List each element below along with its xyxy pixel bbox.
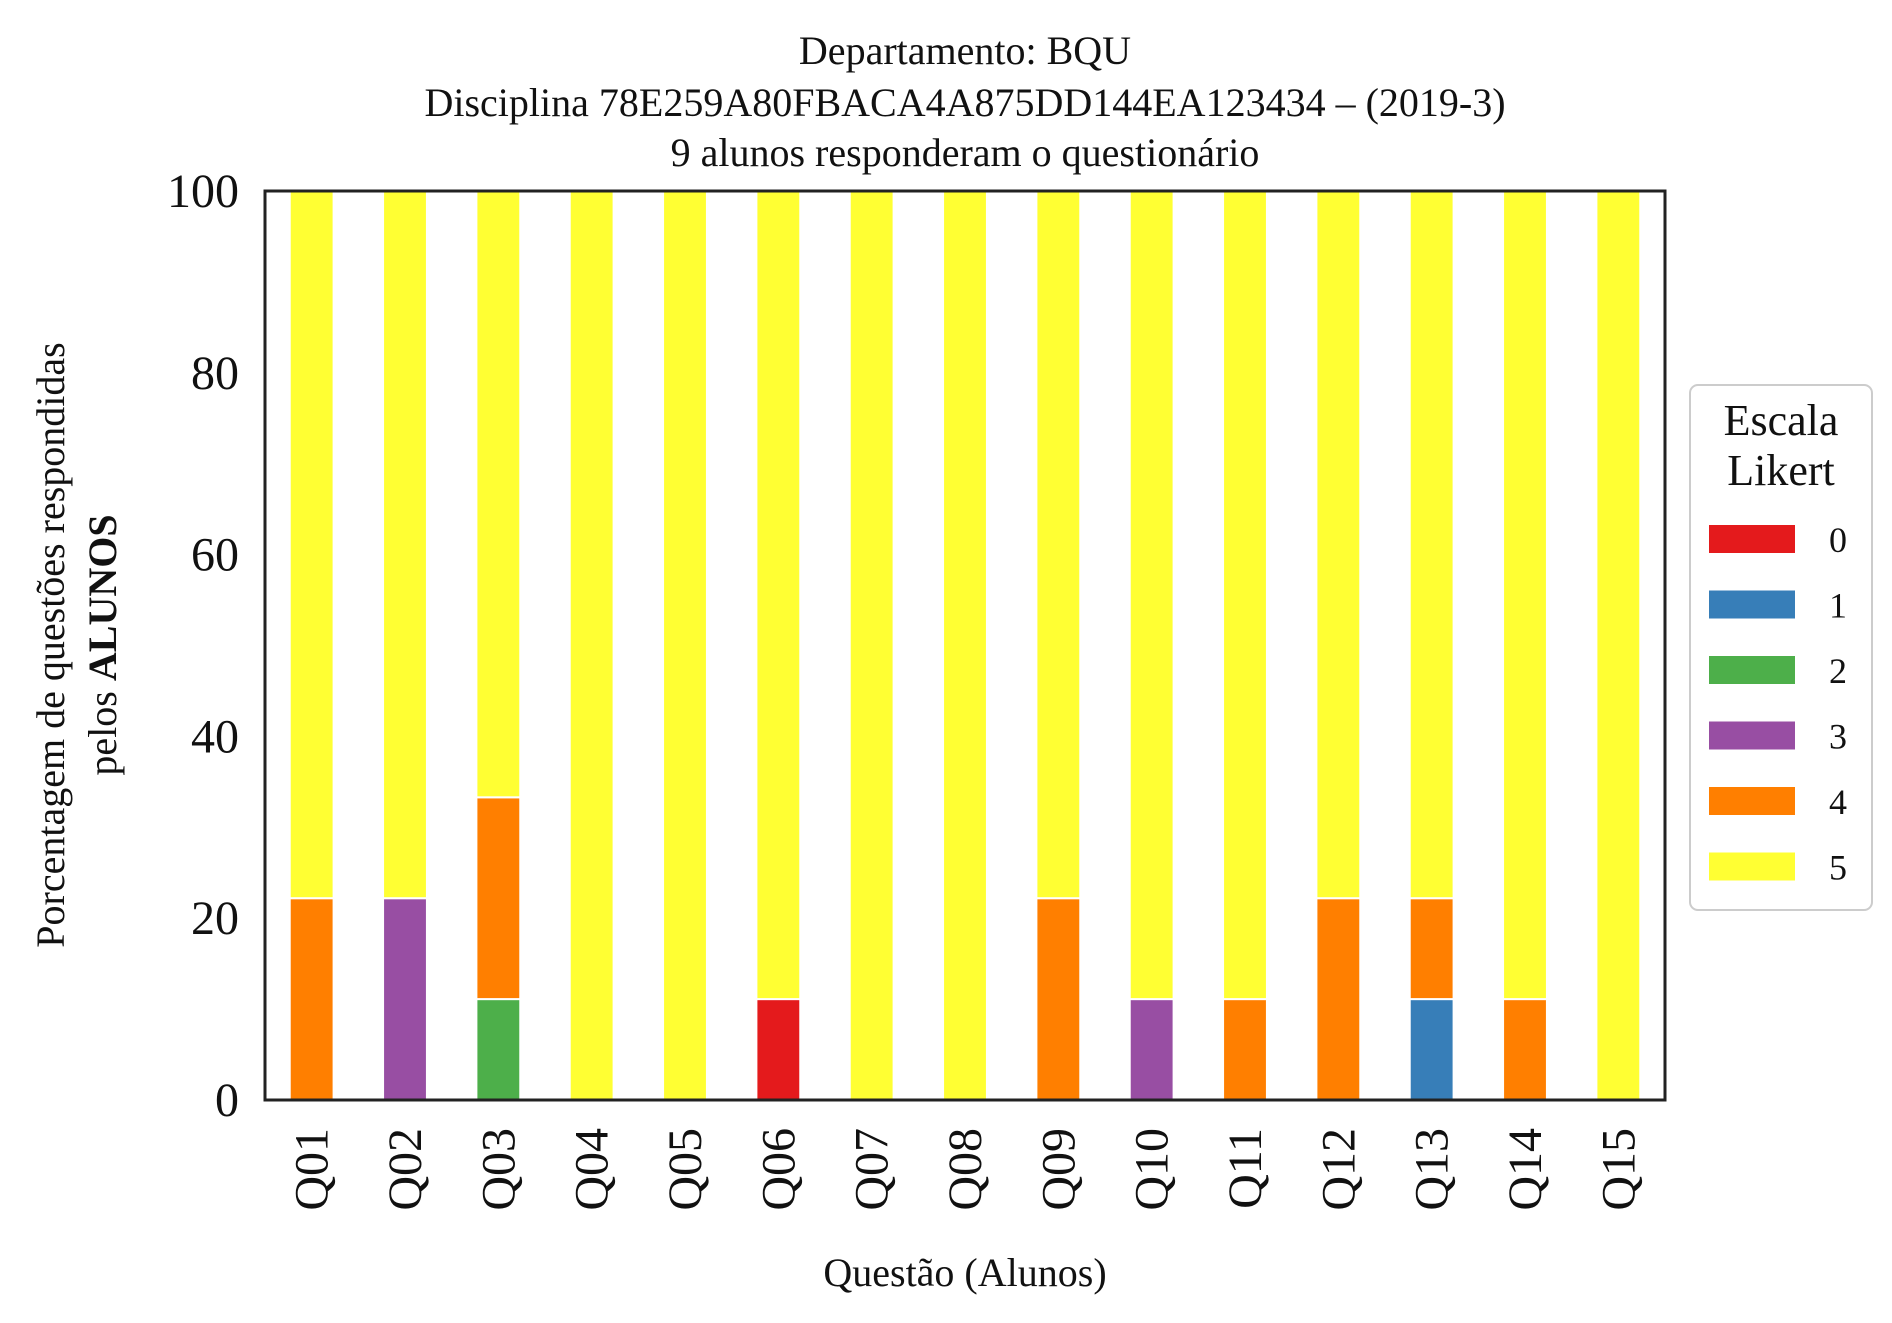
y-axis-label-line-1: Porcentagem de questões respondidas bbox=[28, 342, 73, 947]
legend: Escala Likert 0 1 2 3 4 5 bbox=[1689, 384, 1873, 911]
legend-label-3: 3 bbox=[1829, 717, 1847, 757]
chart-title-line-2: Disciplina 78E259A80FBACA4A875DD144EA123… bbox=[424, 80, 1505, 125]
x-tick-label-Q06: Q06 bbox=[752, 1128, 805, 1211]
legend-swatch-4 bbox=[1709, 787, 1795, 815]
bar-Q08-likert-5 bbox=[942, 190, 988, 1101]
x-axis-label: Questão (Alunos) bbox=[823, 1250, 1106, 1295]
y-tick-label-100: 100 bbox=[167, 165, 239, 218]
x-tick-label-Q12: Q12 bbox=[1312, 1128, 1365, 1211]
legend-swatch-5 bbox=[1709, 852, 1795, 881]
x-tick-label-Q09: Q09 bbox=[1032, 1128, 1085, 1211]
bar-Q10-likert-5 bbox=[1128, 190, 1175, 1001]
y-axis-label: Porcentagem de questões respondidas pelo… bbox=[28, 342, 125, 947]
bar-Q03-likert-2 bbox=[475, 998, 522, 1102]
bar-Q10-likert-3 bbox=[1128, 998, 1175, 1102]
y-axis-ticks: 0 20 40 60 80 100 bbox=[167, 165, 239, 1127]
legend-label-4: 4 bbox=[1829, 782, 1847, 822]
plot-frame bbox=[263, 189, 1667, 1102]
y-tick-label-60: 60 bbox=[191, 529, 239, 582]
x-tick-label-Q04: Q04 bbox=[566, 1128, 619, 1211]
legend-label-2: 2 bbox=[1829, 651, 1847, 691]
bar-Q12-likert-4 bbox=[1315, 897, 1362, 1102]
y-axis-label-bold: ALUNOS bbox=[80, 514, 125, 681]
x-tick-label-Q13: Q13 bbox=[1406, 1128, 1459, 1211]
x-tick-label-Q02: Q02 bbox=[379, 1128, 432, 1211]
y-tick-label-40: 40 bbox=[191, 710, 239, 763]
bar-Q04-likert-5 bbox=[568, 190, 615, 1101]
x-tick-label-Q05: Q05 bbox=[659, 1128, 712, 1211]
bar-Q03-likert-5 bbox=[475, 190, 522, 799]
chart-title: Departamento: BQU Disciplina 78E259A80FB… bbox=[424, 28, 1505, 175]
legend-box bbox=[1689, 384, 1873, 911]
legend-swatch-2 bbox=[1709, 656, 1795, 684]
y-axis-label-prefix: pelos bbox=[80, 681, 125, 775]
legend-title-line-2: Likert bbox=[1727, 446, 1835, 495]
y-tick-label-20: 20 bbox=[191, 892, 239, 945]
x-tick-label-Q01: Q01 bbox=[286, 1128, 339, 1211]
bars-group bbox=[288, 190, 1642, 1102]
x-tick-label-Q14: Q14 bbox=[1499, 1128, 1552, 1211]
bar-Q06-likert-5 bbox=[755, 190, 802, 1001]
bar-Q01-likert-4 bbox=[288, 897, 335, 1102]
chart-title-line-1: Departamento: BQU bbox=[799, 28, 1131, 73]
bar-Q11-likert-5 bbox=[1222, 190, 1268, 1001]
bar-Q09-likert-5 bbox=[1035, 190, 1082, 900]
y-tick-label-0: 0 bbox=[215, 1074, 239, 1127]
legend-swatch-3 bbox=[1709, 721, 1795, 750]
chart-title-line-3: 9 alunos responderam o questionário bbox=[671, 130, 1260, 175]
x-tick-label-Q10: Q10 bbox=[1126, 1128, 1179, 1211]
legend-label-5: 5 bbox=[1829, 848, 1847, 888]
x-tick-label-Q15: Q15 bbox=[1592, 1128, 1645, 1211]
bar-Q15-likert-5 bbox=[1595, 190, 1642, 1101]
bar-Q05-likert-5 bbox=[662, 190, 708, 1101]
legend-swatch-1 bbox=[1709, 590, 1795, 619]
legend-label-1: 1 bbox=[1829, 586, 1847, 626]
legend-title-line-1: Escala bbox=[1724, 396, 1839, 445]
bar-Q13-likert-1 bbox=[1408, 998, 1455, 1102]
bar-Q09-likert-4 bbox=[1035, 897, 1082, 1102]
bar-Q07-likert-5 bbox=[848, 190, 895, 1101]
bar-Q03-likert-4 bbox=[475, 796, 522, 1001]
x-tick-label-Q03: Q03 bbox=[472, 1128, 525, 1211]
bar-Q01-likert-5 bbox=[288, 190, 335, 900]
bar-Q11-likert-4 bbox=[1222, 998, 1268, 1102]
bar-Q12-likert-5 bbox=[1315, 190, 1362, 900]
legend-label-0: 0 bbox=[1829, 520, 1847, 560]
bar-Q13-likert-5 bbox=[1408, 190, 1455, 900]
legend-items: 0 1 2 3 4 5 bbox=[1709, 520, 1847, 888]
x-tick-label-Q07: Q07 bbox=[846, 1128, 899, 1211]
legend-swatch-0 bbox=[1709, 525, 1795, 553]
x-tick-label-Q11: Q11 bbox=[1219, 1128, 1272, 1209]
x-axis-ticks: Q01 Q02 Q03 Q04 Q05 Q06 Q07 Q08 Q09 Q10 Q11 Q12 Q13 Q… bbox=[286, 1128, 1646, 1211]
x-tick-label-Q08: Q08 bbox=[939, 1128, 992, 1211]
y-tick-label-80: 80 bbox=[191, 347, 239, 400]
bar-Q13-likert-4 bbox=[1408, 897, 1455, 1001]
bar-Q06-likert-0 bbox=[755, 998, 802, 1102]
bar-Q14-likert-4 bbox=[1502, 998, 1548, 1102]
bar-Q02-likert-3 bbox=[382, 897, 428, 1102]
bar-Q02-likert-5 bbox=[382, 190, 428, 900]
bar-Q14-likert-5 bbox=[1502, 190, 1548, 1001]
y-axis-label-line-2: pelos ALUNOS bbox=[80, 514, 125, 775]
